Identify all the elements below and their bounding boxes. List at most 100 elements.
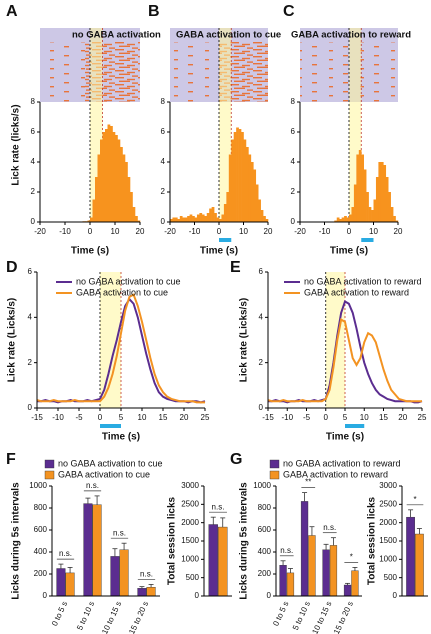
x-axis-label: Time (s)	[71, 246, 109, 257]
x-tick-label: -10	[281, 413, 293, 422]
histogram-bar	[243, 139, 247, 222]
histogram-bar	[137, 220, 141, 222]
raster-licks	[40, 42, 85, 102]
legend-label: GABA activation to cue	[76, 287, 168, 297]
histogram-bar	[192, 216, 195, 222]
legend-swatch	[269, 470, 280, 480]
bar	[351, 570, 359, 597]
histogram-bar	[177, 219, 181, 222]
significance-label: n.s.	[323, 523, 336, 532]
histogram-bar	[351, 207, 355, 222]
x-tick-label: 10	[239, 227, 248, 236]
histogram-bar	[196, 214, 200, 222]
x-tick-label: -10	[59, 227, 71, 236]
y-tick-label: 400	[258, 547, 272, 556]
x-axis-label: Time (s)	[200, 246, 238, 257]
x-tick-label: -10	[189, 227, 201, 236]
y-tick-label: 6	[28, 267, 33, 276]
y-tick-label: 4	[28, 312, 33, 321]
histogram-bar	[221, 214, 225, 222]
y-tick-label: 500	[186, 573, 200, 582]
bar	[308, 535, 316, 597]
histogram-bar	[107, 124, 111, 222]
x-tick-label: 10	[138, 413, 147, 422]
histogram-bar	[339, 219, 342, 222]
y-tick-label: 1000	[29, 481, 47, 490]
histogram-bar	[226, 192, 230, 222]
histogram-bar	[172, 217, 176, 222]
highlight-window	[100, 272, 121, 408]
bar	[329, 545, 338, 597]
histogram-bar	[238, 129, 242, 222]
histogram-bar	[179, 216, 183, 222]
histogram-bar	[368, 207, 372, 222]
significance-label: n.s.	[140, 570, 153, 579]
x-tick-label: 5 to 10 s	[75, 600, 96, 632]
x-tick-label: 15 to 20 s	[127, 600, 150, 634]
bar	[208, 524, 218, 597]
histogram-bar	[233, 132, 237, 222]
legend-swatch	[269, 459, 280, 469]
x-tick-label: 0	[324, 413, 329, 422]
histogram-bar	[132, 207, 136, 222]
x-tick-label: 20	[136, 227, 145, 236]
x-tick-label: -10	[52, 413, 64, 422]
legend-label: GABA activation to cue	[58, 469, 150, 479]
x-tick-label: 0	[88, 227, 93, 236]
histogram-bar	[250, 162, 254, 222]
significance-label: n.s.	[212, 502, 225, 511]
y-tick-label: 1500	[379, 536, 397, 545]
y-tick-label: 2	[161, 187, 166, 196]
bar	[415, 533, 424, 597]
x-tick-label: -15	[262, 413, 274, 422]
bar	[218, 526, 228, 597]
histogram-bar	[393, 216, 396, 222]
significance-label: n.s.	[280, 546, 293, 555]
y-tick-label: 8	[31, 97, 36, 106]
x-tick-label: 5	[343, 413, 348, 422]
y-tick-label: 200	[34, 569, 48, 578]
y-tick-label: 500	[384, 573, 398, 582]
histogram-bar	[241, 132, 244, 222]
y-tick-label: 3000	[181, 481, 199, 490]
histogram-bar	[194, 217, 198, 222]
bar	[286, 572, 295, 597]
histogram-bar	[390, 207, 394, 222]
histogram-bar	[174, 217, 178, 222]
histogram-bar	[228, 154, 232, 222]
legend-swatch	[44, 470, 55, 480]
histogram-bar	[209, 208, 212, 222]
panel-letter: B	[148, 3, 160, 20]
histogram-bar	[236, 127, 239, 222]
histogram-bar	[260, 210, 264, 222]
y-tick-label: 1500	[181, 536, 199, 545]
x-tick-label: -5	[303, 413, 311, 422]
x-tick-label: 10 to 15 s	[100, 600, 123, 634]
panel-letter: G	[230, 451, 242, 468]
x-tick-label: 25	[201, 413, 210, 422]
histogram-bar	[112, 132, 116, 222]
y-tick-label: 6	[259, 267, 264, 276]
histogram-bar	[135, 216, 138, 222]
histogram-bar	[383, 165, 387, 222]
histogram-bar	[117, 139, 121, 222]
histogram-bar	[344, 216, 347, 222]
histogram-bar	[92, 199, 96, 222]
bar	[65, 572, 75, 597]
significance-label: n.s.	[113, 528, 126, 537]
histogram-bar	[122, 154, 126, 222]
histogram-bar	[388, 192, 391, 222]
panel-letter: F	[6, 451, 16, 468]
y-tick-label: 2	[291, 187, 296, 196]
y-axis-label: Lick rate (licks/s)	[11, 104, 22, 185]
x-tick-label: 15 to 20 s	[332, 600, 355, 634]
x-tick-label: 0	[98, 413, 103, 422]
bar	[110, 556, 120, 597]
histogram-bar	[346, 217, 350, 222]
histogram-bar	[216, 217, 220, 222]
histogram-bar	[199, 213, 203, 222]
histogram-bar	[223, 204, 227, 222]
histogram-bar	[356, 154, 360, 222]
significance-label: n.s.	[59, 549, 72, 558]
